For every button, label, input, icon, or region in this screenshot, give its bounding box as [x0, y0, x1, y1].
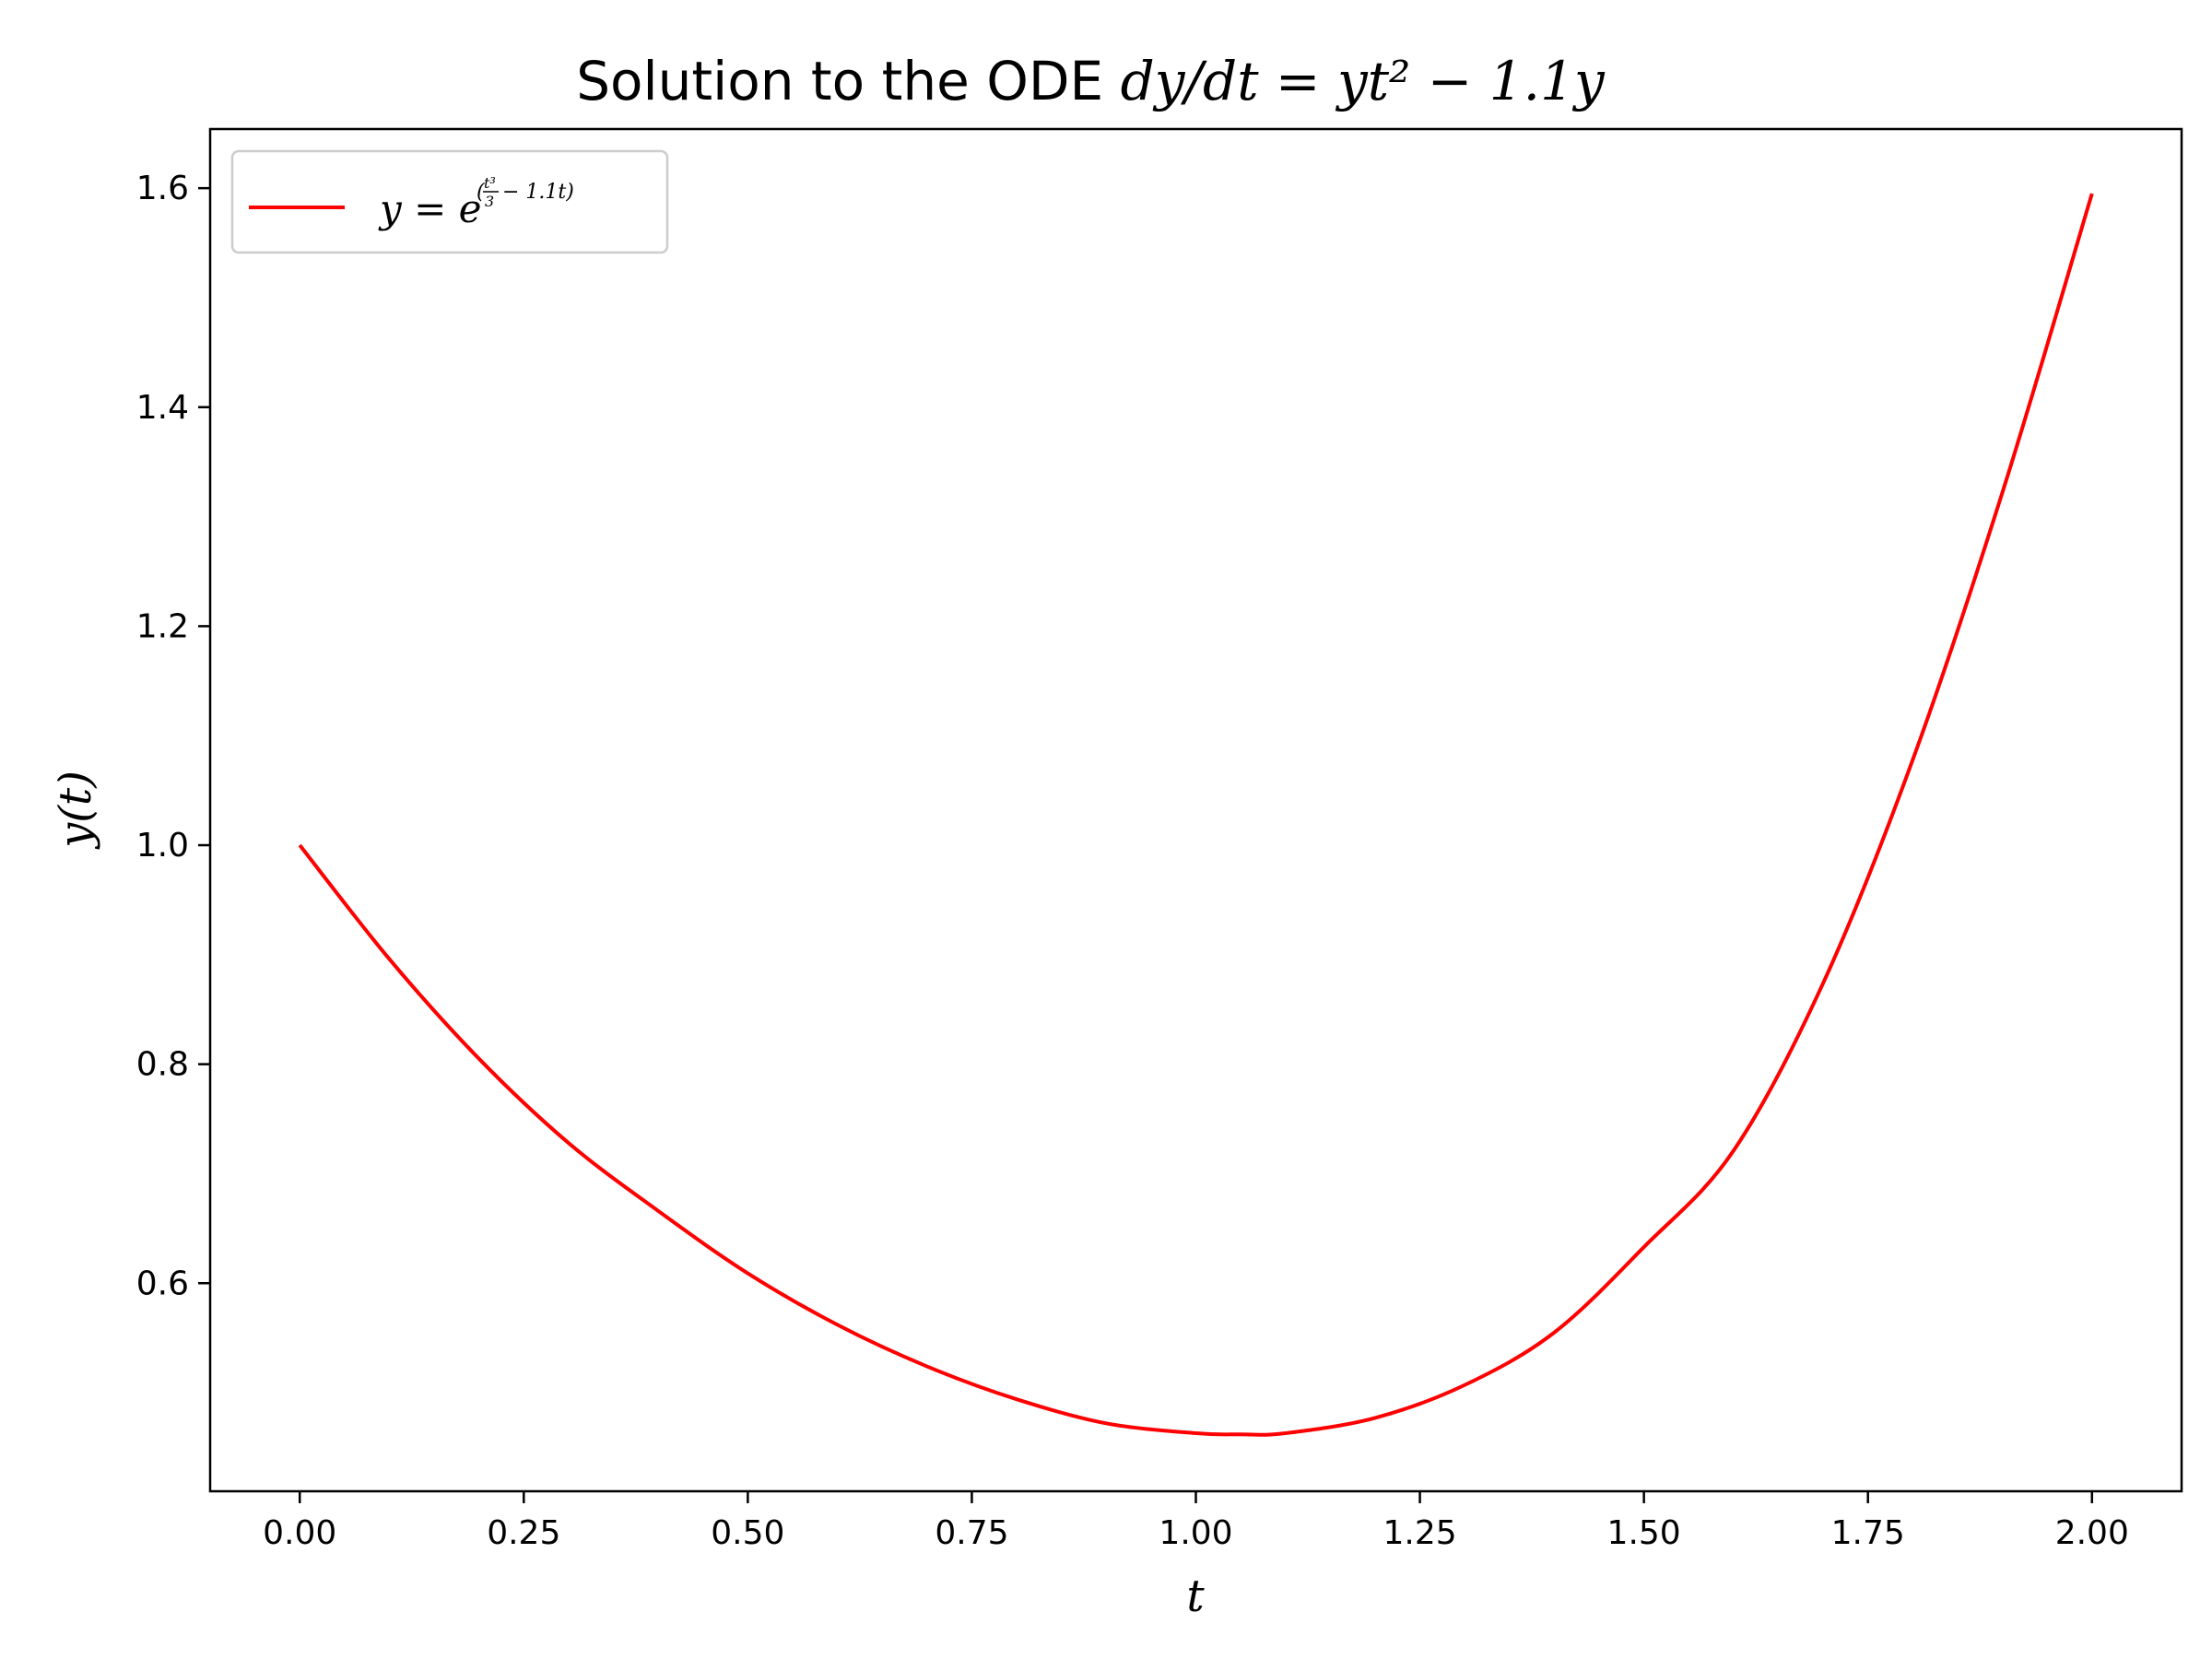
- y-tick-label: 1.6: [136, 170, 189, 207]
- y-tick-label: 0.8: [136, 1046, 189, 1084]
- y-tick-label: 1.0: [136, 827, 189, 865]
- x-tick-label: 2.00: [2055, 1514, 2129, 1552]
- y-axis-ticks: 0.6 0.8 1.0 1.2 1.4 1.6: [136, 170, 210, 1302]
- y-tick-label: 1.4: [136, 389, 189, 427]
- legend: y = e ( t³ 3 − 1.1t): [230, 149, 669, 254]
- svg-text:− 1.1t): − 1.1t): [502, 181, 574, 204]
- svg-text:y = e: y = e: [378, 186, 481, 231]
- chart-title-equation: dy/dt = yt² − 1.1y: [1121, 50, 1606, 112]
- x-tick-label: 1.50: [1607, 1514, 1681, 1552]
- x-tick-label: 0.75: [935, 1514, 1008, 1552]
- legend-label: y = e ( t³ 3 − 1.1t): [378, 174, 574, 231]
- svg-text:(: (: [477, 181, 485, 204]
- x-tick-label: 0.25: [487, 1514, 560, 1552]
- x-tick-label: 0.00: [263, 1514, 336, 1552]
- x-tick-label: 1.00: [1159, 1514, 1232, 1552]
- x-axis-label: t: [1186, 1571, 1205, 1622]
- y-tick-label: 1.2: [136, 607, 189, 645]
- svg-text:t³: t³: [484, 174, 496, 192]
- svg-text:3: 3: [485, 193, 494, 210]
- chart-title: Solution to the ODE dy/dt = yt² − 1.1y: [576, 50, 1606, 112]
- x-tick-label: 1.75: [1831, 1514, 1905, 1552]
- series-layer: [298, 193, 2094, 1437]
- x-axis-ticks: 0.00 0.25 0.50 0.75 1.00 1.25 1.50 1.75 2.00: [263, 1491, 2129, 1552]
- y-tick-label: 0.6: [136, 1265, 189, 1302]
- plot-frame: [208, 127, 2183, 1493]
- x-tick-label: 0.50: [711, 1514, 784, 1552]
- legend-box: [230, 149, 669, 254]
- chart-title-prefix: Solution to the ODE: [576, 50, 1120, 112]
- y-axis-label: y(t): [50, 771, 101, 850]
- series-line: [298, 193, 2094, 1437]
- x-tick-label: 1.25: [1382, 1514, 1456, 1552]
